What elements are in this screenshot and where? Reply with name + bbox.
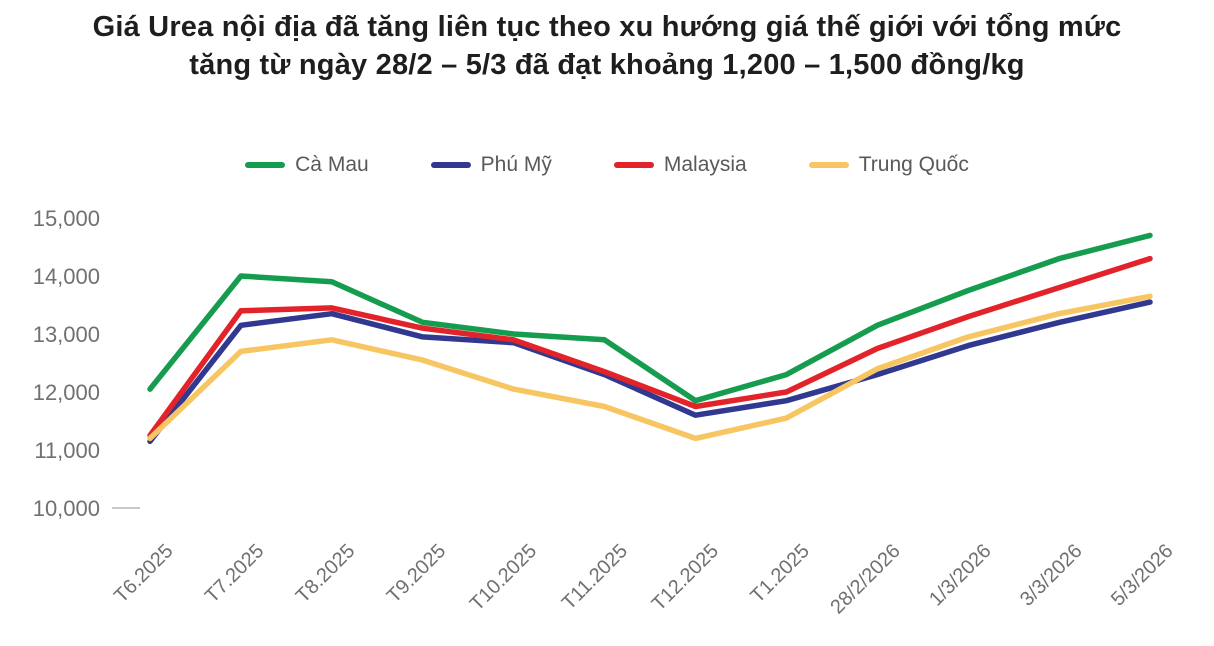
x-axis-label-6: T11.2025	[558, 540, 632, 614]
y-axis-label-11000: 11,000	[34, 438, 100, 463]
x-axis-label-8: T1.2025	[746, 540, 813, 607]
legend-item-trung-quoc: Trung Quốc	[808, 153, 969, 177]
legend-item-phu-my: Phú Mỹ	[430, 153, 552, 177]
x-axis-label-9: 28/2/2026	[826, 540, 904, 618]
legend-label-malaysia: Malaysia	[663, 153, 747, 176]
x-axis-label-4: T9.2025	[383, 540, 450, 607]
y-axis-label-14000: 14,000	[33, 264, 100, 289]
legend-label-phu-my: Phú Mỹ	[480, 153, 552, 176]
y-axis-label-15000: 15,000	[33, 206, 100, 231]
legend-item-malaysia: Malaysia	[613, 153, 747, 177]
y-axis-label-12000: 12,000	[33, 380, 100, 405]
series-line-phu-my	[147, 299, 1153, 445]
legend-swatch-trung-quoc	[808, 162, 849, 168]
legend-swatch-ca-mau	[245, 162, 286, 168]
x-axis-label-3: T8.2025	[292, 540, 359, 607]
x-axis-label-7: T12.2025	[648, 540, 723, 615]
series-line-trung-quoc	[147, 293, 1153, 442]
x-axis-label-11: 3/3/2026	[1016, 540, 1087, 611]
x-axis-label-1: T6.2025	[110, 540, 177, 607]
legend-item-ca-mau: Cà Mau	[245, 153, 369, 177]
y-axis-label-13000: 13,000	[33, 322, 100, 347]
x-axis-label-12: 5/3/2026	[1107, 540, 1178, 611]
legend-label-trung-quoc: Trung Quốc	[858, 153, 969, 176]
legend-label-ca-mau: Cà Mau	[295, 153, 369, 176]
y-axis-label-10000: 10,000	[33, 496, 100, 521]
chart-title: Giá Urea nội địa đã tăng liên tục theo x…	[92, 11, 1122, 81]
x-axis-label-2: T7.2025	[201, 540, 268, 607]
x-axis-label-5: T10.2025	[466, 540, 541, 615]
chart-legend: Cà Mau Phú Mỹ Malaysia Trung Quốc	[0, 153, 1214, 177]
x-axis-label-10: 1/3/2026	[925, 540, 996, 611]
legend-swatch-phu-my	[430, 162, 471, 168]
series-line-malaysia	[147, 255, 1153, 439]
legend-swatch-malaysia	[613, 162, 654, 168]
series-line-ca-mau	[147, 232, 1153, 404]
